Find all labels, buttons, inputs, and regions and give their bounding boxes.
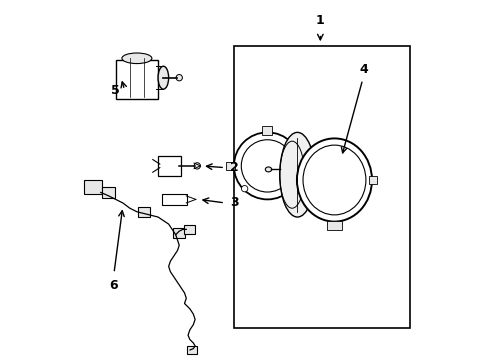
FancyBboxPatch shape: [326, 221, 342, 230]
Text: 2: 2: [230, 161, 239, 174]
Text: 5: 5: [110, 84, 119, 96]
FancyBboxPatch shape: [262, 126, 272, 135]
Ellipse shape: [303, 145, 365, 215]
Circle shape: [241, 185, 247, 192]
FancyBboxPatch shape: [138, 207, 150, 217]
Text: 4: 4: [358, 63, 367, 76]
FancyBboxPatch shape: [369, 176, 376, 184]
Circle shape: [176, 75, 182, 81]
Ellipse shape: [279, 132, 314, 217]
Text: 6: 6: [109, 279, 118, 292]
FancyBboxPatch shape: [184, 225, 195, 234]
FancyBboxPatch shape: [158, 156, 180, 176]
FancyBboxPatch shape: [186, 346, 196, 354]
FancyBboxPatch shape: [84, 180, 102, 194]
Circle shape: [282, 188, 288, 194]
Text: 1: 1: [315, 14, 324, 27]
FancyBboxPatch shape: [173, 228, 185, 238]
Ellipse shape: [122, 53, 152, 64]
Circle shape: [194, 163, 200, 169]
Circle shape: [241, 140, 293, 192]
FancyBboxPatch shape: [225, 162, 235, 170]
Ellipse shape: [158, 66, 168, 89]
FancyBboxPatch shape: [102, 187, 115, 198]
Ellipse shape: [296, 138, 371, 222]
FancyBboxPatch shape: [116, 60, 158, 99]
Circle shape: [233, 132, 300, 199]
Text: 3: 3: [230, 197, 239, 210]
Ellipse shape: [265, 167, 271, 172]
FancyBboxPatch shape: [162, 194, 187, 205]
Bar: [233, 46, 409, 328]
